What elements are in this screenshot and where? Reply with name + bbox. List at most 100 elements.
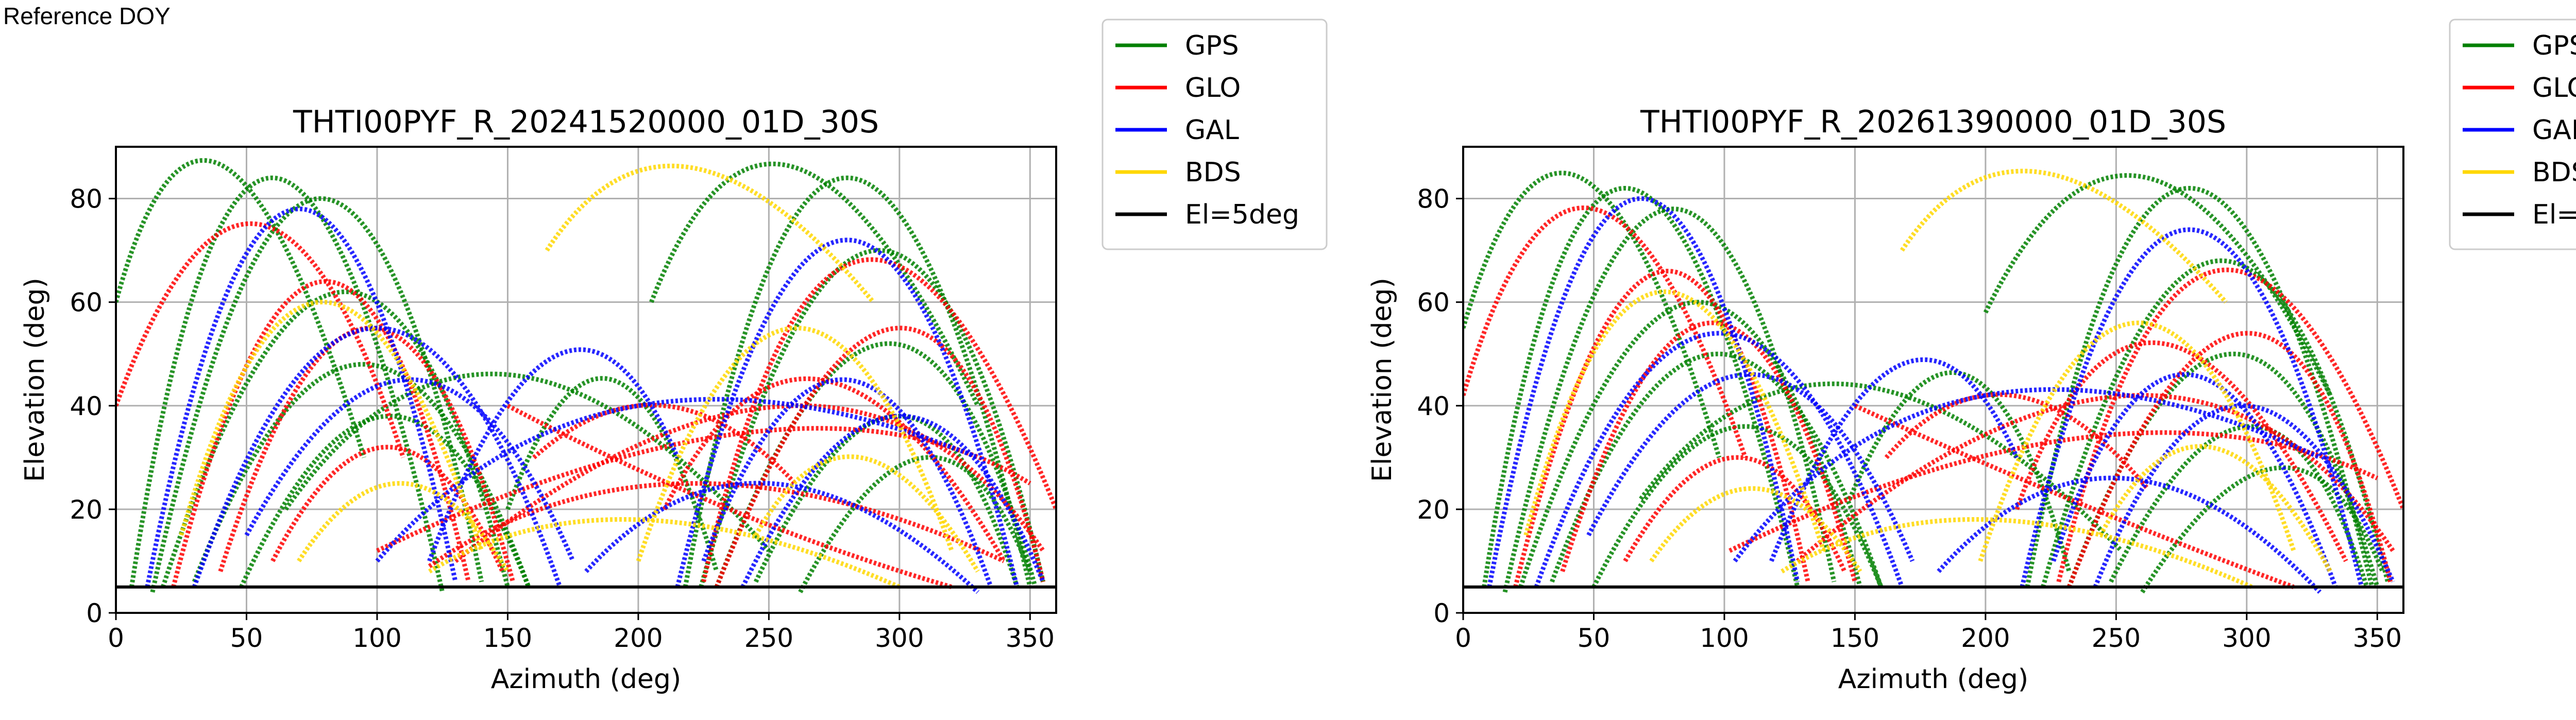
y-axis-label: Elevation (deg) [1367,278,1398,482]
x-axis-label: Azimuth (deg) [1838,664,2028,695]
chart-panel-1: 0 50 100 150 200 250 300 350 0 20 40 60 80 THTI00PYF_… [20,19,1328,695]
x-tick-label: 50 [1578,623,1611,653]
y-axis-label: Elevation (deg) [20,278,50,482]
track-gps [2041,258,2390,588]
track-gal [1733,387,2321,563]
track-glo [1560,320,1857,582]
track-bds [545,163,875,304]
x-tick-label: 150 [1831,623,1879,653]
track-glo [270,444,505,573]
track-glo [116,221,405,458]
y-tick-label: 40 [70,391,103,421]
x-tick-label: 250 [744,623,793,653]
x-tick-label: 300 [875,623,924,653]
track-bds [297,481,510,573]
track-glo [1854,403,2295,589]
x-tick-label: 300 [2222,623,2271,653]
x-axis-label: Azimuth (deg) [491,664,681,695]
track-gps [753,414,1020,588]
legend: GPS GLO GAL BDS El=5deg [1101,19,1328,250]
track-gps [1550,351,1884,588]
track-gps [1639,381,2123,553]
legend-label-gps: GPS [1185,30,1239,61]
track-bds [636,325,954,562]
track-gps [699,248,1046,588]
plot-area [116,158,1056,594]
axes-frame [1462,146,2404,614]
x-tick-label: 0 [1455,623,1471,653]
legend-frame [1101,19,1328,250]
track-gps [1463,170,1722,458]
y-tick-label: 80 [70,184,103,214]
y-tick-label: 20 [70,495,103,525]
legend-label-glo: GLO [1185,73,1241,104]
track-gal [2093,403,2395,588]
track-gal [1534,331,1904,588]
x-tick-label: 200 [614,623,663,653]
track-gps [2109,424,2369,588]
track-gal [701,377,993,588]
track-gal [1586,372,1915,562]
track-bds [1978,320,2296,562]
x-tick-label: 350 [2353,623,2402,653]
y-tick-label: 80 [1417,184,1450,214]
track-gal [1769,357,2019,562]
axes-frame [115,146,1057,614]
figure-suptitle: Reference DOY [3,3,171,29]
track-bds [1900,168,2228,304]
x-tick-label: 250 [2092,623,2141,653]
y-tick-label: 60 [70,288,103,318]
track-glo [376,426,1031,553]
legend-label-gal: GAL [2532,115,2576,146]
track-gal [675,237,1020,588]
legend-label-el=5deg: El=5deg [2532,199,2576,230]
track-gal [2051,372,2338,588]
x-tick-label: 50 [230,623,263,653]
track-gal [2020,227,2364,588]
x-tick-label: 100 [352,623,401,653]
track-gps [1482,186,1800,588]
track-bds [179,300,484,552]
legend-label-el=5deg: El=5deg [1185,199,1299,230]
track-gps [239,414,531,588]
track-glo [1463,205,1748,458]
track-glo [428,481,1005,569]
track-gal [740,414,1045,588]
y-tick-label: 0 [86,598,103,628]
x-tick-label: 350 [1006,623,1055,653]
track-glo [2056,267,2403,582]
track-bds [428,517,901,589]
track-gal [244,377,575,562]
x-tick-label: 100 [1700,623,1749,653]
y-tick-label: 60 [1417,288,1450,318]
track-gps [1502,207,1837,593]
legend: GPS GLO GAL BDS El=5deg [2449,19,2576,250]
chart-panel-2: 0 50 100 150 200 250 300 350 0 20 40 60 80 THTI00PYF_… [1367,19,2576,695]
track-glo [454,403,1045,563]
track-gps [2066,352,2380,588]
legend-label-gal: GAL [1185,115,1239,146]
legend-label-glo: GLO [2532,73,2576,104]
track-gps [1518,300,1862,588]
track-glo [2014,340,2348,562]
track-gps [192,362,531,588]
track-gps [129,176,445,593]
chart-title: THTI00PYF_R_20241520000_01D_30S [293,104,879,140]
track-gps [1983,173,2333,397]
x-tick-label: 150 [483,623,532,653]
x-tick-label: 200 [1961,623,2010,653]
legend-frame [2449,19,2576,250]
track-gps [2025,186,2375,588]
y-tick-label: 0 [1433,598,1450,628]
track-gps [649,162,980,407]
track-glo [506,403,953,590]
legend-label-bds: BDS [2532,157,2576,188]
track-gps [1591,424,1884,588]
track-glo [532,403,797,485]
track-glo [1884,392,2149,490]
track-gal [375,397,979,563]
track-gal [145,207,458,588]
track-glo [701,257,1056,582]
x-tick-label: 0 [108,623,124,653]
